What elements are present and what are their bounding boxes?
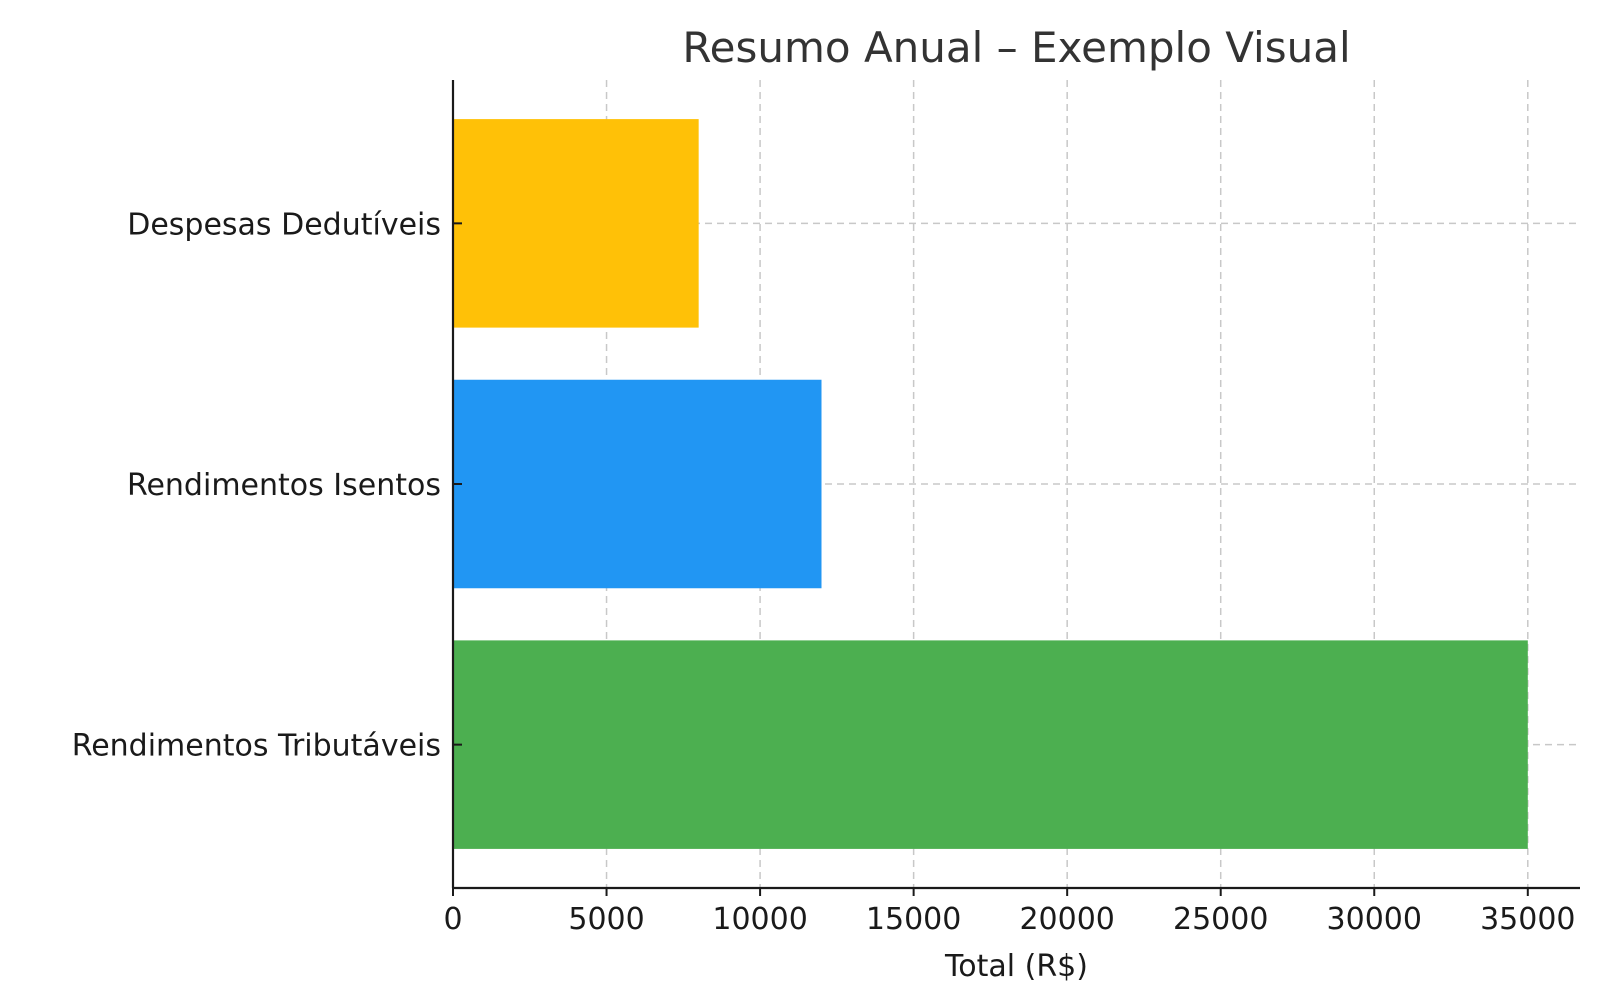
x-tick-label: 25000 (1173, 902, 1268, 937)
y-tick-label: Despesas Dedutíveis (127, 207, 441, 242)
x-axis-ticks: 0 5000 10000 15000 20000 25000 30000 35000 (443, 888, 1576, 937)
y-tick-label: Rendimentos Tributáveis (72, 729, 441, 764)
y-tick-label: Rendimentos Isentos (127, 468, 441, 503)
x-axis-label: Total (R$) (944, 949, 1088, 984)
bar (453, 379, 822, 589)
x-tick-label: 10000 (712, 902, 807, 937)
bar (453, 119, 699, 328)
bar (453, 640, 1528, 849)
x-tick-label: 30000 (1327, 902, 1422, 937)
y-axis-ticks: Rendimentos Tributáveis Rendimentos Isent… (72, 207, 462, 764)
x-tick-label: 20000 (1019, 902, 1114, 937)
x-tick-label: 5000 (568, 902, 644, 937)
x-tick-label: 15000 (866, 902, 961, 937)
chart-title: Resumo Anual – Exemplo Visual (682, 23, 1350, 72)
x-tick-label: 0 (443, 902, 462, 937)
x-tick-label: 35000 (1480, 902, 1575, 937)
bars (453, 119, 1528, 849)
